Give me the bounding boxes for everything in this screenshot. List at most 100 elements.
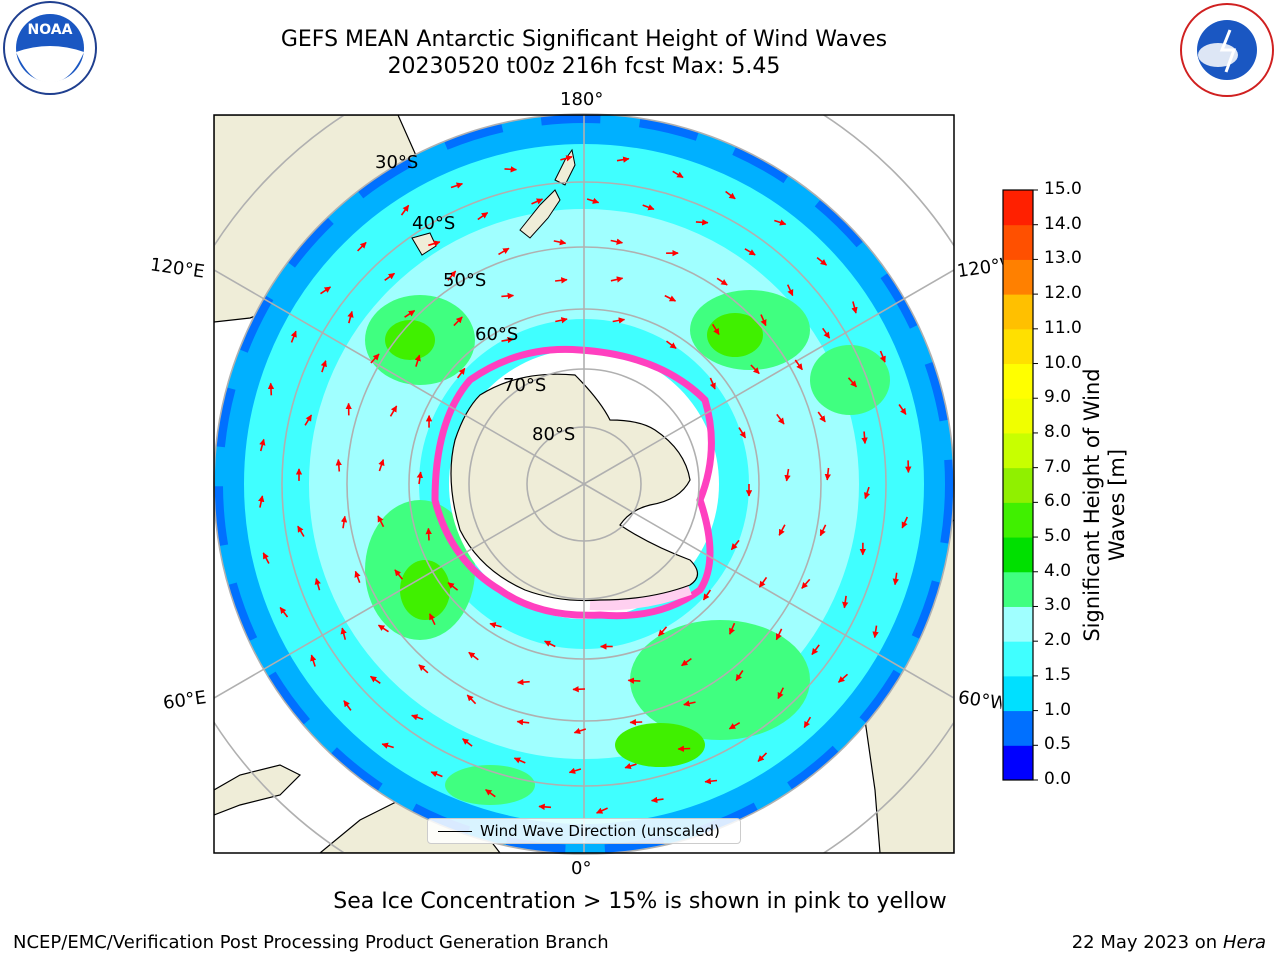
wave-arrow: [610, 238, 624, 245]
wave-arrow: [612, 317, 626, 324]
colorbar-tick-label: 15.0: [1044, 179, 1082, 199]
wave-arrow: [784, 468, 791, 482]
colorbar-segment: [1003, 641, 1033, 677]
colorbar-tick-label: 13.0: [1044, 248, 1082, 269]
wave-arrow: [803, 716, 812, 729]
wave-arrow: [778, 524, 786, 536]
wave-arrow: [777, 687, 785, 700]
colorbar-tick-label: 1.0: [1044, 699, 1072, 720]
wave-arrow: [538, 803, 552, 811]
colorbar-tick-label: 4.0: [1044, 560, 1072, 581]
colorbar-tick-label: 5.0: [1044, 526, 1072, 547]
wave-arrow: [447, 582, 459, 591]
colorbar-segment: [1003, 606, 1033, 642]
wave-arrow: [824, 467, 832, 481]
wave-arrow: [666, 340, 677, 350]
wave-arrow: [404, 309, 416, 318]
wave-arrow: [677, 745, 691, 752]
wave-arrow: [842, 595, 849, 609]
wave-arrow: [531, 198, 544, 205]
wave-arrow: [477, 211, 489, 221]
wave-arrow: [416, 471, 424, 485]
wave-arrow: [377, 515, 385, 528]
wave-arrow: [702, 589, 712, 601]
wave-arrow: [568, 767, 582, 774]
footer-machine: Hera: [1222, 932, 1266, 953]
wave-arrow: [695, 219, 709, 226]
lat-label-80s: 80°S: [532, 424, 576, 445]
wave-arrow: [462, 738, 473, 747]
wave-arrow: [453, 316, 463, 327]
colorbar-tick-label: 10.0: [1044, 352, 1082, 373]
wave-arrow: [786, 284, 794, 297]
wave-arrow: [555, 317, 568, 324]
wave-arrow: [811, 644, 820, 656]
colorbar-segment: [1003, 363, 1033, 399]
wave-arrow: [775, 628, 783, 641]
wave-arrow: [501, 292, 515, 300]
colorbar-label: Significant Height of Wind Waves [m]: [1080, 368, 1129, 642]
landmass-madagascar: [214, 764, 302, 816]
wave-direction-arrows: [258, 155, 912, 814]
wave-arrow: [297, 525, 305, 537]
sea-ice-note: Sea Ice Concentration > 15% is shown in …: [333, 889, 947, 914]
wave-arrow: [343, 700, 352, 711]
wave-arrow: [544, 640, 556, 648]
wave-arrow: [616, 156, 630, 163]
colorbar-segment: [1003, 224, 1033, 260]
wave-arrow: [418, 664, 429, 674]
wave-arrow: [573, 727, 587, 734]
chart-subtitle: 20230520 t00z 216h fcst Max: 5.45: [387, 54, 781, 79]
wave-arrow: [650, 796, 664, 804]
colorbar-segment: [1003, 675, 1033, 712]
colorbar-tick-label: 8.0: [1044, 421, 1072, 442]
wave-arrow: [711, 323, 720, 336]
wave-arrow: [863, 486, 871, 500]
legend-line-sample: [438, 831, 472, 832]
wave-arrow: [258, 495, 265, 508]
footer-org: NCEP/EMC/Verification Post Processing Pr…: [13, 932, 609, 953]
wave-arrow: [657, 626, 668, 637]
lon-label-0: 0°: [571, 858, 592, 879]
wave-arrow: [776, 413, 785, 425]
wave-arrow: [504, 166, 518, 173]
wave-arrow: [516, 718, 530, 726]
colorbar-tick-label: 9.0: [1044, 387, 1072, 408]
wave-arrow: [340, 515, 348, 529]
wave-arrow: [498, 247, 510, 256]
colorbar-tick-label: 0.0: [1044, 769, 1072, 789]
wave-arrow: [425, 527, 432, 541]
wave-arrow: [259, 438, 266, 452]
wave-arrow: [553, 239, 567, 246]
wave-arrow: [627, 677, 641, 684]
wave-arrow: [596, 807, 608, 814]
wave-arrow: [879, 350, 886, 363]
wave-arrow: [664, 294, 677, 302]
wave-arrow: [370, 353, 380, 364]
wave-arrow: [872, 625, 879, 639]
wave-arrow: [861, 431, 868, 445]
wave-arrow: [725, 190, 736, 200]
wave-arrow: [290, 330, 297, 343]
wave-arrow: [314, 577, 321, 591]
colorbar-segment: [1003, 259, 1033, 295]
map-legend: Wind Wave Direction (unscaled): [427, 818, 741, 844]
wave-arrow: [468, 651, 479, 661]
wave-arrow: [320, 360, 327, 373]
wave-arrow: [456, 367, 466, 379]
lon-label-180: 180°: [560, 89, 604, 110]
colorbar-tick-label: 6.0: [1044, 491, 1072, 512]
wave-arrow: [801, 578, 811, 589]
wave-arrow: [428, 613, 436, 626]
wave-arrow: [428, 240, 441, 247]
colorbar-segment: [1003, 190, 1033, 226]
colorbar-segment: [1003, 537, 1033, 573]
wave-arrow: [819, 524, 827, 537]
wave-arrow: [716, 277, 728, 286]
wave-arrow: [400, 204, 410, 216]
wave-arrow: [377, 624, 389, 633]
wave-arrow: [517, 678, 530, 686]
wave-arrow: [394, 569, 404, 580]
wave-arrow: [610, 276, 624, 283]
